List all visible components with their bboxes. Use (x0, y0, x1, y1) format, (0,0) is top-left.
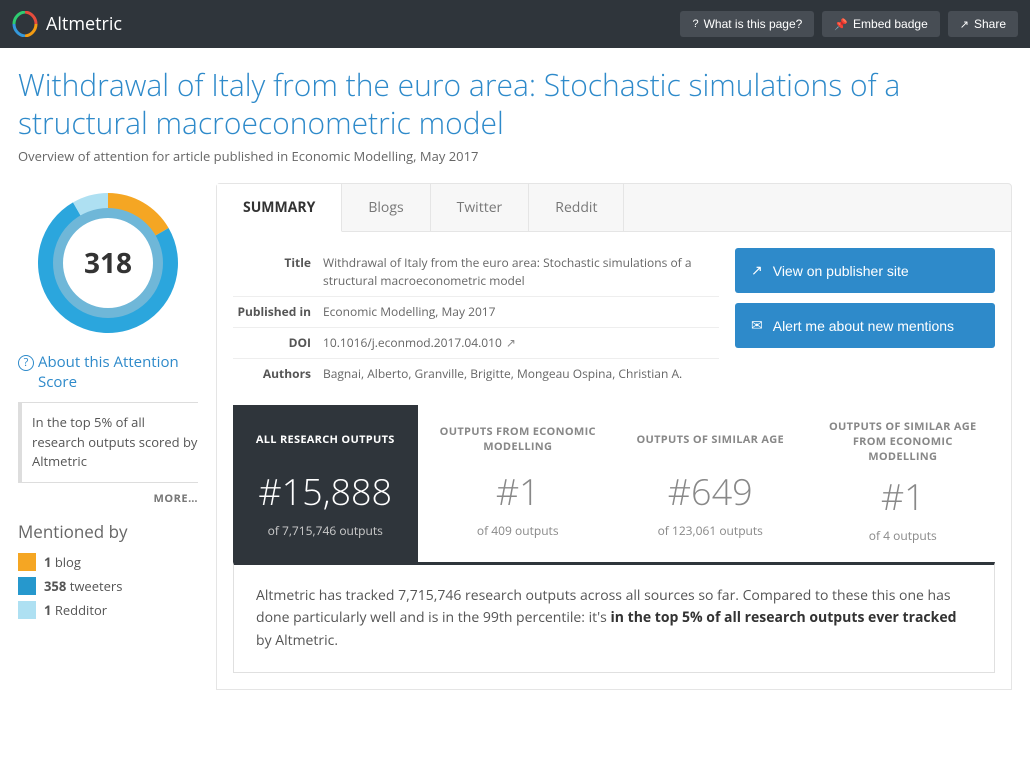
attention-donut[interactable]: 318 (28, 183, 188, 343)
stat-rank: #1 (434, 467, 603, 516)
tab-twitter[interactable]: Twitter (431, 184, 530, 231)
score-percentile-box: In the top 5% of all research outputs sc… (18, 402, 198, 483)
embed-badge-button[interactable]: 📌 Embed badge (822, 11, 939, 37)
published-label: Published in (233, 303, 323, 321)
stat-of: of 123,061 outputs (626, 522, 795, 539)
summary-panel: TitleWithdrawal of Italy from the euro a… (216, 232, 1012, 690)
mention-item[interactable]: 1 blog (18, 553, 198, 571)
stat-of: of 4 outputs (819, 527, 988, 544)
attention-score: 318 (84, 244, 132, 282)
label: Share (974, 17, 1006, 31)
page-subtitle: Overview of attention for article publis… (18, 147, 1012, 165)
label: Alert me about new mentions (773, 318, 954, 334)
mention-swatch (18, 601, 36, 619)
brand[interactable]: Altmetric (12, 11, 122, 37)
title-value: Withdrawal of Italy from the euro area: … (323, 254, 719, 290)
label: View on publisher site (773, 263, 909, 279)
main: SUMMARYBlogsTwitterReddit TitleWithdrawa… (216, 183, 1012, 690)
external-link-icon: ↗ (506, 334, 516, 351)
pin-icon: 📌 (834, 18, 848, 31)
stat-rank: #649 (626, 467, 795, 516)
published-value: Economic Modelling, May 2017 (323, 303, 496, 321)
doi-value[interactable]: 10.1016/j.econmod.2017.04.010↗ (323, 334, 516, 352)
authors-label: Authors (233, 365, 323, 383)
authors-value: Bagnai, Alberto, Granville, Brigitte, Mo… (323, 365, 682, 383)
stat-card[interactable]: ALL RESEARCH OUTPUTS #15,888 of 7,715,746 … (233, 405, 418, 562)
stat-of: of 409 outputs (434, 522, 603, 539)
mention-text: 1 Redditor (44, 601, 107, 619)
mentioned-by-heading: Mentioned by (18, 520, 198, 543)
share-icon: ↗ (960, 18, 969, 31)
question-circle-icon: ? (18, 355, 34, 371)
external-link-icon: ↗ (751, 262, 763, 279)
mention-swatch (18, 553, 36, 571)
mention-list: 1 blog 358 tweeters 1 Redditor (18, 553, 198, 619)
topbar: Altmetric ? What is this page? 📌 Embed b… (0, 0, 1030, 48)
stat-card[interactable]: OUTPUTS FROM ECONOMIC MODELLING #1 of 409 … (426, 405, 611, 562)
brand-text: Altmetric (46, 12, 122, 36)
sidebar: 318 ? About this Attention Score In the … (18, 183, 198, 690)
mention-text: 1 blog (44, 553, 81, 571)
info-table: TitleWithdrawal of Italy from the euro a… (233, 248, 719, 389)
stat-rank: #15,888 (241, 467, 410, 516)
doi-label: DOI (233, 334, 323, 352)
stat-card[interactable]: OUTPUTS OF SIMILAR AGE FROM ECONOMIC MOD… (811, 405, 996, 562)
alert-mentions-button[interactable]: ✉ Alert me about new mentions (735, 303, 995, 348)
stat-heading: OUTPUTS OF SIMILAR AGE (626, 419, 795, 459)
stat-heading: ALL RESEARCH OUTPUTS (241, 419, 410, 459)
stat-card[interactable]: OUTPUTS OF SIMILAR AGE #649 of 123,061 out… (618, 405, 803, 562)
stat-of: of 7,715,746 outputs (241, 522, 410, 539)
what-is-this-button[interactable]: ? What is this page? (680, 11, 814, 37)
question-icon: ? (692, 18, 698, 30)
tab-blogs[interactable]: Blogs (342, 184, 430, 231)
label: Embed badge (853, 17, 928, 31)
mention-text: 358 tweeters (44, 577, 122, 595)
stat-heading: OUTPUTS OF SIMILAR AGE FROM ECONOMIC MOD… (819, 419, 988, 464)
mention-item[interactable]: 1 Redditor (18, 601, 198, 619)
mention-item[interactable]: 358 tweeters (18, 577, 198, 595)
label: What is this page? (704, 17, 803, 31)
more-link[interactable]: MORE… (18, 491, 198, 506)
tab-reddit[interactable]: Reddit (529, 184, 624, 231)
tab-summary[interactable]: SUMMARY (217, 184, 342, 232)
altmetric-logo-icon (12, 11, 38, 37)
summary-text: Altmetric has tracked 7,715,746 research… (233, 562, 995, 673)
topbar-actions: ? What is this page? 📌 Embed badge ↗ Sha… (680, 11, 1018, 37)
stat-heading: OUTPUTS FROM ECONOMIC MODELLING (434, 419, 603, 459)
page-title: Withdrawal of Italy from the euro area: … (18, 66, 1012, 141)
title-label: Title (233, 254, 323, 290)
about-score-link[interactable]: ? About this Attention Score (18, 353, 198, 392)
share-button[interactable]: ↗ Share (948, 11, 1018, 37)
view-publisher-button[interactable]: ↗ View on publisher site (735, 248, 995, 293)
envelope-icon: ✉ (751, 317, 763, 334)
mention-swatch (18, 577, 36, 595)
stat-rank: #1 (819, 472, 988, 521)
stats-grid: ALL RESEARCH OUTPUTS #15,888 of 7,715,746 … (233, 405, 995, 562)
label: About this Attention Score (38, 353, 198, 392)
tabs: SUMMARYBlogsTwitterReddit (216, 183, 1012, 232)
